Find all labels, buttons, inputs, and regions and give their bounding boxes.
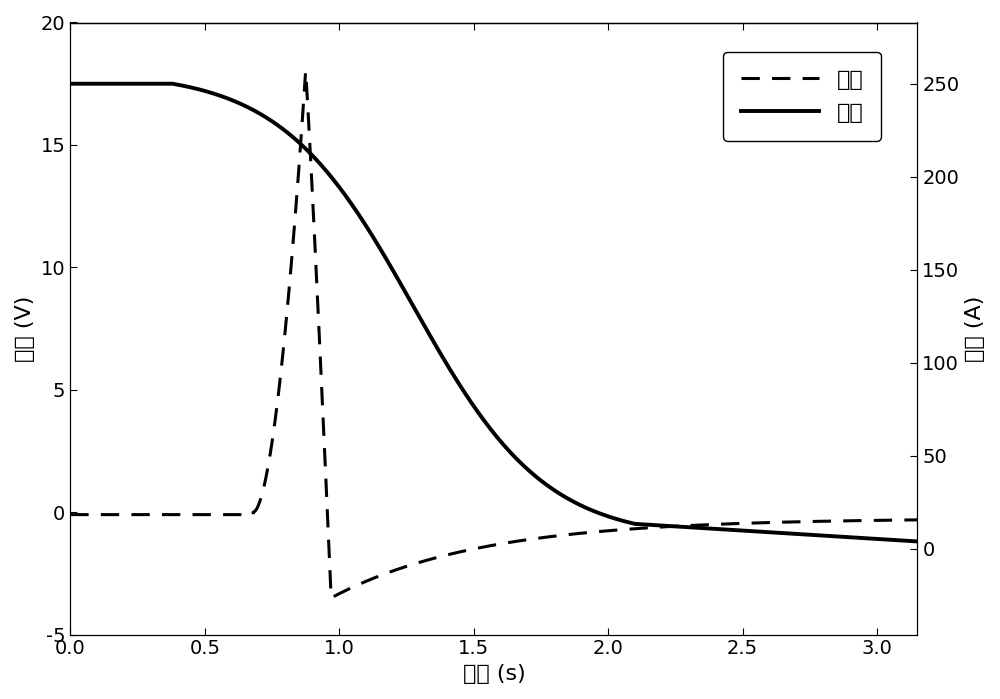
电流 — [64, 80, 76, 88]
电流 — [115, 80, 127, 88]
电压 — [300, 67, 312, 75]
Y-axis label: 电流 (A): 电流 (A) — [965, 296, 985, 361]
电压 — [187, 510, 199, 519]
电流 — [546, 484, 558, 493]
Line: 电压: 电压 — [70, 71, 917, 598]
电压 — [325, 593, 337, 602]
电流 — [504, 447, 516, 456]
电压 — [64, 510, 76, 519]
电压 — [704, 520, 716, 528]
电压 — [713, 520, 725, 528]
X-axis label: 时间 (s): 时间 (s) — [463, 664, 525, 684]
电压 — [289, 214, 301, 222]
电流 — [638, 520, 650, 528]
电流 — [911, 538, 923, 546]
Line: 电流: 电流 — [70, 84, 917, 542]
Y-axis label: 电压 (V): 电压 (V) — [15, 296, 35, 361]
Legend: 电压, 电流: 电压, 电流 — [723, 52, 881, 141]
电流 — [523, 467, 535, 475]
电压 — [911, 516, 923, 524]
电压 — [565, 530, 577, 538]
电流 — [754, 528, 766, 536]
电压 — [198, 510, 210, 519]
